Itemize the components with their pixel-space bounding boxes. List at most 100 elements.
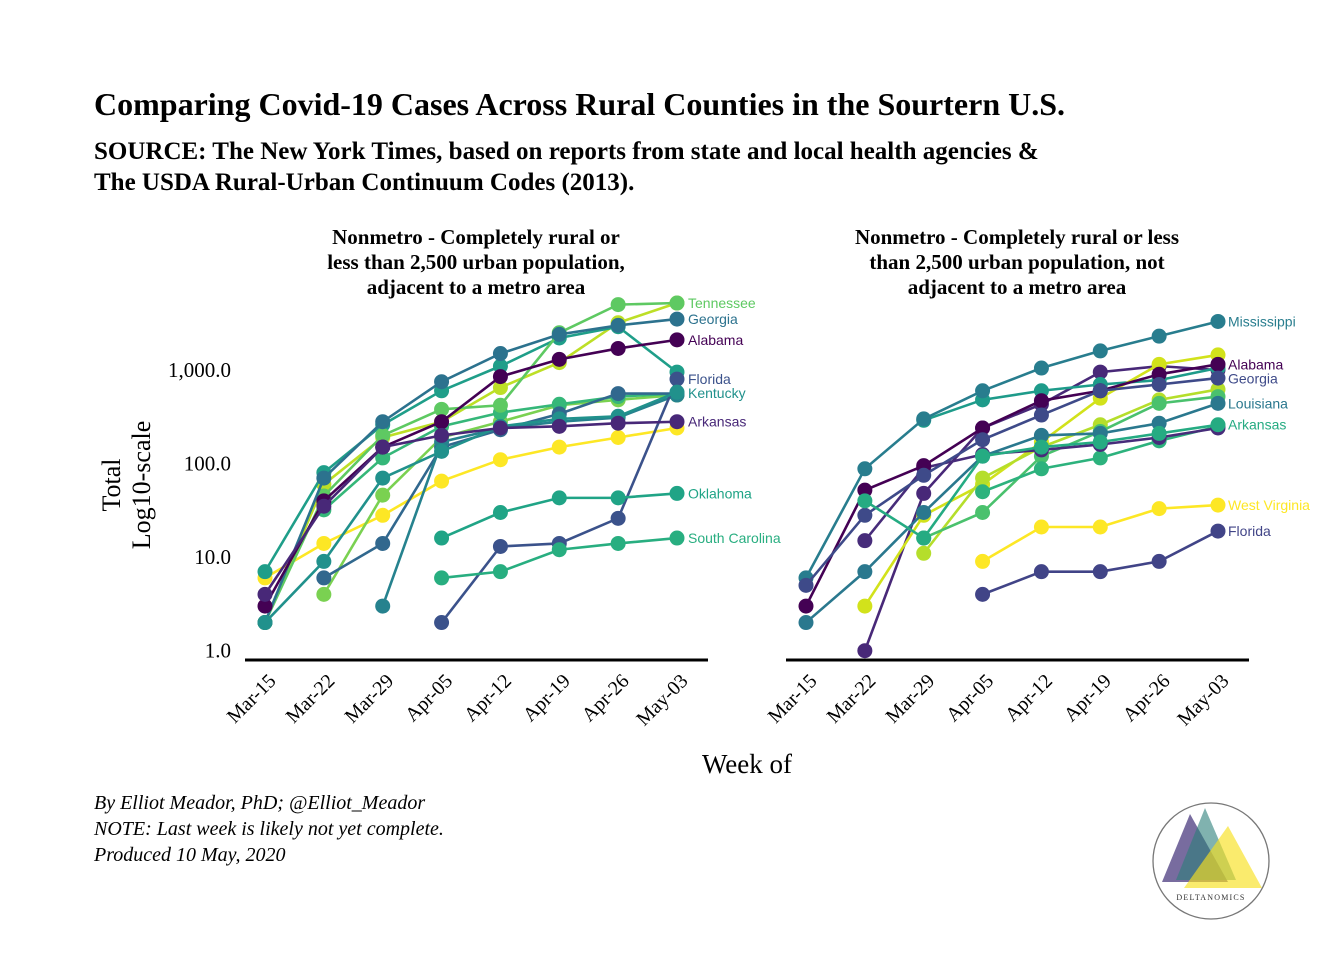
data-point bbox=[857, 493, 873, 509]
data-point bbox=[610, 297, 626, 313]
data-point bbox=[857, 507, 873, 523]
data-point bbox=[1151, 501, 1167, 517]
data-point bbox=[798, 577, 814, 593]
data-point bbox=[492, 358, 508, 374]
series-label: Georgia bbox=[688, 311, 738, 327]
data-point bbox=[257, 564, 273, 580]
y-tick-label: 100.0 bbox=[184, 452, 231, 476]
data-point bbox=[857, 482, 873, 498]
data-point bbox=[1151, 425, 1167, 441]
series-line bbox=[804, 320, 1219, 579]
series-tennessee bbox=[257, 295, 685, 631]
data-point bbox=[669, 530, 685, 546]
data-point bbox=[375, 450, 391, 466]
x-tick-label: Apr-12 bbox=[1001, 670, 1057, 726]
data-point bbox=[975, 432, 991, 448]
x-tick-label: Apr-26 bbox=[1119, 670, 1175, 726]
data-point bbox=[975, 484, 991, 500]
data-point bbox=[1092, 343, 1108, 359]
series-south-carolina bbox=[434, 530, 685, 586]
data-point bbox=[1210, 370, 1226, 386]
data-point bbox=[798, 598, 814, 614]
deltanomics-logo: DELTANOMICS bbox=[1152, 802, 1270, 920]
data-point bbox=[492, 538, 508, 554]
series-label: Mississippi bbox=[1228, 313, 1296, 329]
x-tick-label: Apr-26 bbox=[578, 670, 634, 726]
panel-title: Nonmetro - Completely rural or less than … bbox=[327, 225, 625, 299]
data-point bbox=[375, 414, 391, 430]
data-point bbox=[434, 374, 450, 390]
data-point bbox=[257, 615, 273, 631]
x-tick-label: Apr-19 bbox=[519, 670, 575, 726]
series-line bbox=[263, 325, 678, 573]
x-tick-label: Mar-15 bbox=[764, 670, 822, 728]
series-line bbox=[264, 390, 678, 624]
data-point bbox=[857, 461, 873, 477]
data-point bbox=[375, 470, 391, 486]
panel-title: Nonmetro - Completely rural or less than … bbox=[855, 225, 1179, 299]
data-point bbox=[669, 295, 685, 311]
data-point bbox=[1033, 427, 1049, 443]
panel-2: Nonmetro - Completely rural or less than … bbox=[764, 225, 1310, 730]
data-point bbox=[975, 420, 991, 436]
series-label: Alabama bbox=[688, 332, 743, 348]
series-georgia bbox=[257, 311, 685, 631]
series-label: Alabama bbox=[1228, 356, 1283, 372]
data-point bbox=[1092, 434, 1108, 450]
data-point bbox=[375, 487, 391, 503]
x-tick-label: Mar-29 bbox=[341, 670, 399, 728]
data-point bbox=[669, 414, 685, 430]
y-tick-label: 1.0 bbox=[205, 639, 231, 663]
data-point bbox=[975, 586, 991, 602]
data-point bbox=[434, 427, 450, 443]
caption-author: By Elliot Meador, PhD; @Elliot_Meador bbox=[94, 792, 426, 814]
data-point bbox=[669, 311, 685, 327]
data-point bbox=[1210, 523, 1226, 539]
x-tick-label: Apr-05 bbox=[942, 670, 998, 726]
series-label: Oklahoma bbox=[688, 485, 752, 501]
panel-1: Nonmetro - Completely rural or less than … bbox=[223, 225, 781, 730]
data-point bbox=[316, 586, 332, 602]
data-point bbox=[492, 505, 508, 521]
data-point bbox=[1033, 439, 1049, 455]
data-point bbox=[257, 598, 273, 614]
data-point bbox=[975, 505, 991, 521]
series-line bbox=[381, 393, 678, 607]
data-point bbox=[975, 383, 991, 399]
x-tick-label: Apr-19 bbox=[1060, 670, 1116, 726]
data-point bbox=[492, 564, 508, 580]
series-unlabeled-11 bbox=[916, 389, 1226, 546]
data-point bbox=[316, 570, 332, 586]
data-point bbox=[1210, 313, 1226, 329]
data-point bbox=[916, 411, 932, 427]
data-point bbox=[1210, 417, 1226, 433]
data-point bbox=[916, 505, 932, 521]
data-point bbox=[1151, 395, 1167, 411]
data-point bbox=[316, 535, 332, 551]
data-point bbox=[492, 397, 508, 413]
data-point bbox=[1092, 519, 1108, 535]
data-point bbox=[257, 586, 273, 602]
data-point bbox=[375, 427, 391, 443]
data-point bbox=[551, 542, 567, 558]
data-point bbox=[975, 448, 991, 464]
data-point bbox=[375, 439, 391, 455]
y-axis-label: TotalLog10-scale bbox=[97, 421, 156, 550]
data-point bbox=[1092, 450, 1108, 466]
chart-subtitle: SOURCE: The New York Times, based on rep… bbox=[94, 136, 1039, 198]
data-point bbox=[316, 470, 332, 486]
data-point bbox=[1033, 393, 1049, 409]
data-point bbox=[669, 371, 685, 387]
x-tick-label: Mar-29 bbox=[882, 670, 940, 728]
series-label: Louisiana bbox=[1228, 395, 1288, 411]
data-point bbox=[610, 340, 626, 356]
data-point bbox=[434, 615, 450, 631]
data-point bbox=[434, 473, 450, 489]
series-line bbox=[263, 317, 678, 624]
data-point bbox=[492, 380, 508, 396]
data-point bbox=[1092, 364, 1108, 380]
series-line bbox=[264, 426, 678, 580]
data-point bbox=[610, 490, 626, 506]
data-point bbox=[916, 485, 932, 501]
data-point bbox=[492, 420, 508, 436]
